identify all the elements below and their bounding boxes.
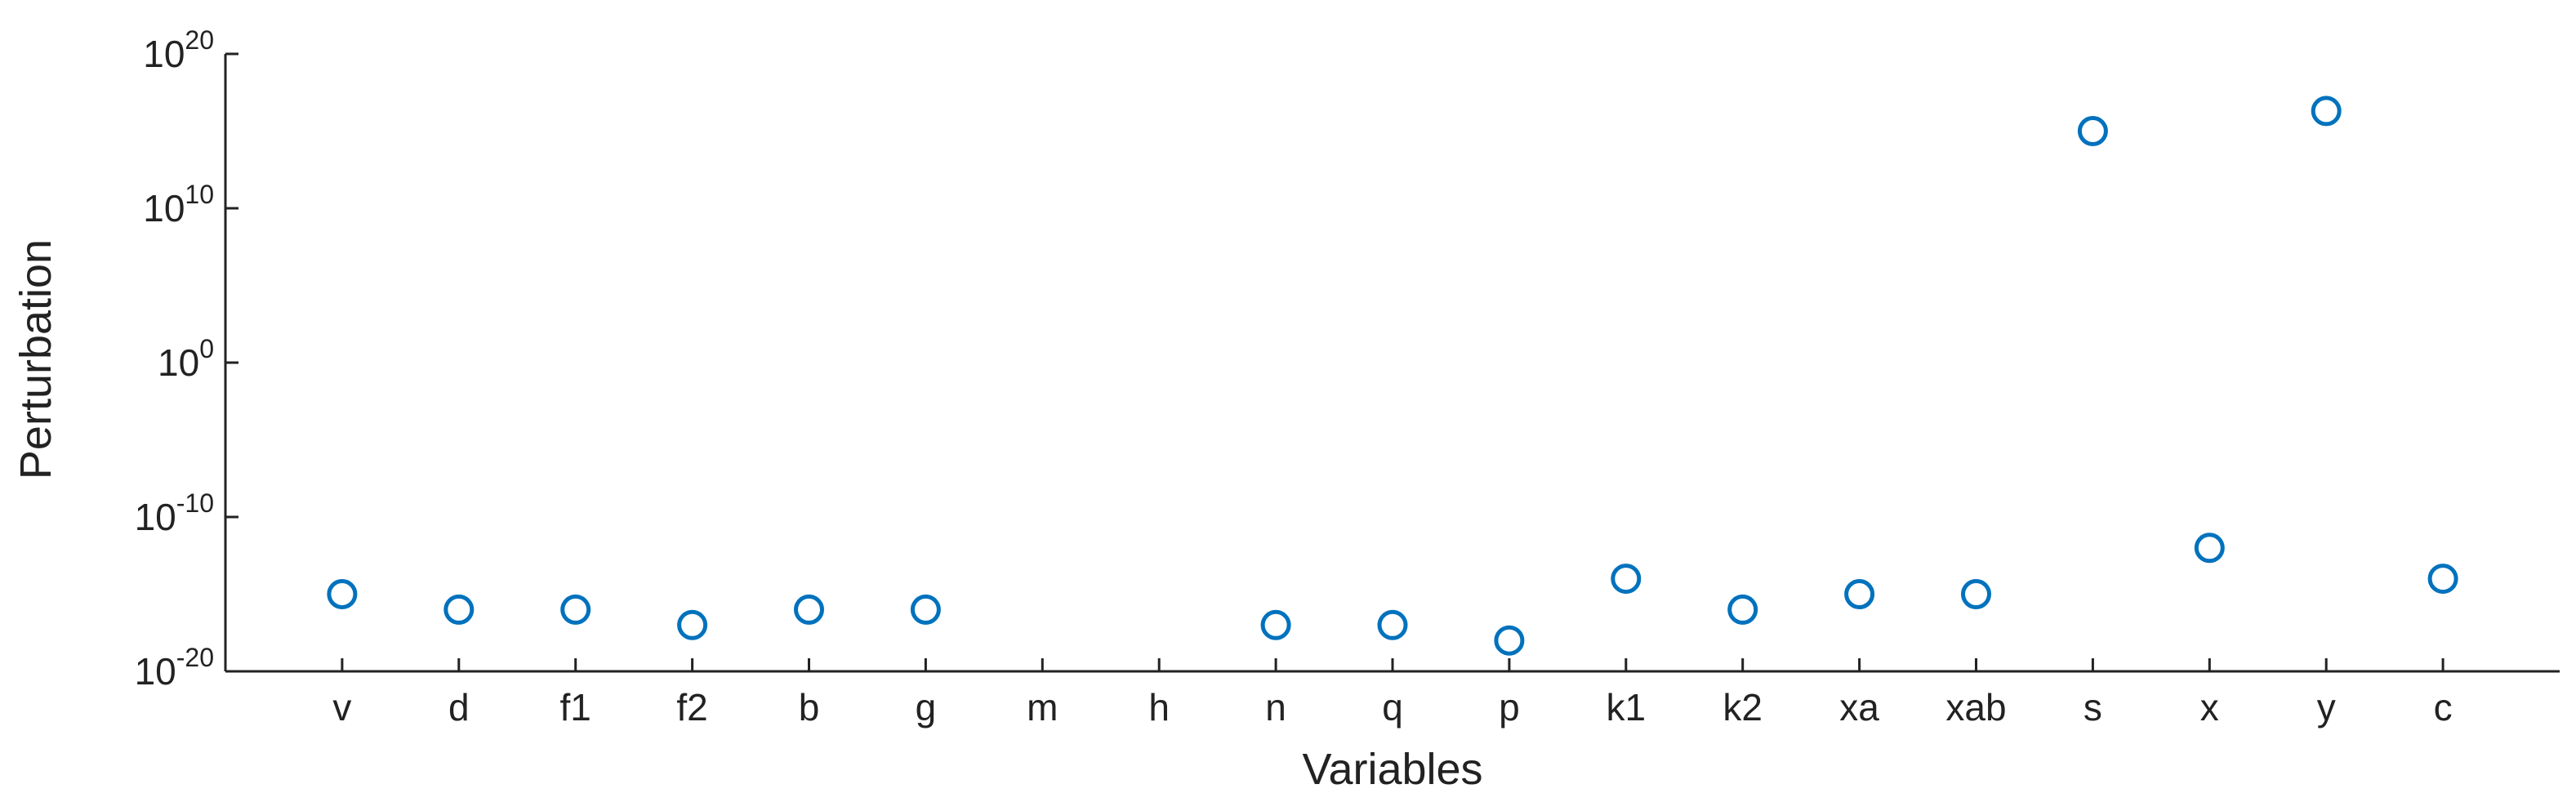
x-tick-label: n	[1265, 686, 1286, 729]
marker	[1611, 564, 1642, 595]
marker	[1260, 609, 1291, 640]
x-tick-label: h	[1148, 686, 1170, 729]
marker	[794, 594, 824, 625]
marker	[2311, 96, 2342, 127]
marker	[2194, 532, 2225, 564]
x-tick-label: k2	[1723, 686, 1763, 729]
marker	[443, 594, 475, 625]
marker	[1494, 625, 1525, 656]
marker	[1377, 609, 1408, 640]
marker	[1727, 594, 1758, 625]
x-tick-label: p	[1499, 686, 1520, 729]
x-tick-label: k1	[1607, 686, 1647, 729]
x-tick-label: xa	[1839, 686, 1879, 729]
y-tick-label: 1010	[143, 180, 214, 229]
marker	[677, 609, 708, 640]
x-tick-label: v	[332, 686, 351, 729]
marker	[1961, 579, 1991, 609]
x-tick-label: f2	[676, 686, 707, 729]
x-tick-label: s	[2084, 686, 2102, 729]
marker	[560, 594, 591, 625]
y-tick-label: 10-10	[135, 488, 214, 538]
x-tick-label: q	[1382, 686, 1403, 729]
marker	[1844, 579, 1875, 609]
y-tick-label: 10-20	[135, 643, 214, 693]
x-tick-label: x	[2200, 686, 2219, 729]
y-tick-label: 1020	[143, 25, 214, 75]
x-tick-label: b	[799, 686, 820, 729]
marker	[2077, 116, 2108, 146]
x-tick-label: d	[448, 686, 470, 729]
x-tick-label: y	[2317, 686, 2336, 729]
marker	[327, 579, 358, 609]
x-tick-label: g	[916, 686, 937, 729]
x-tick-label: m	[1027, 686, 1058, 729]
x-axis-label: Variables	[1302, 745, 1482, 794]
x-tick-label: f1	[560, 686, 591, 729]
marker	[910, 594, 941, 625]
marker	[2427, 564, 2458, 595]
x-tick-label: c	[2434, 686, 2453, 729]
y-tick-label: 100	[158, 334, 214, 384]
x-tick-label: xab	[1945, 686, 2006, 729]
y-axis-label: Perturbation	[11, 239, 60, 479]
